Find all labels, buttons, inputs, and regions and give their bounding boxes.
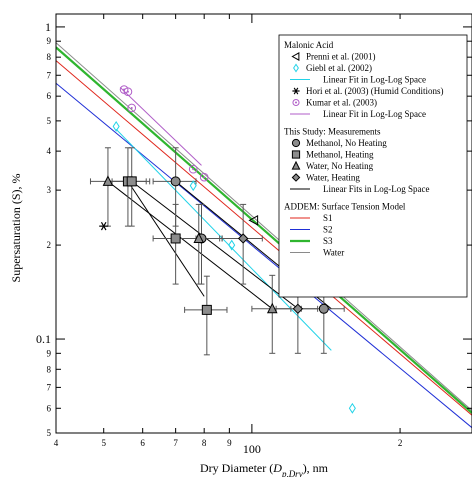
point-giebl-et-al-2002 <box>228 239 236 251</box>
legend-marker <box>293 63 299 73</box>
y-tick-label: 4 <box>47 146 52 156</box>
plot-frame <box>55 13 472 434</box>
legend-label: Kumar et al. (2003) <box>306 98 377 108</box>
x-tick-label: 7 <box>173 438 178 448</box>
legend-label: Linear Fit in Log-Log Space <box>323 75 426 85</box>
y-tick-label: 0.1 <box>36 332 51 346</box>
point-methanol-heating <box>126 176 137 187</box>
legend-label: Linear Fits in Log-Log Space <box>323 184 429 194</box>
legend-label: Water <box>323 248 344 258</box>
y-tick-label: 7 <box>47 70 52 80</box>
point-water-heating <box>292 303 304 315</box>
point-kumar-et-al-2003 <box>199 172 209 182</box>
legend-marker <box>292 98 300 107</box>
y-tick-label: 9 <box>47 36 52 46</box>
legend-label: Methanol, Heating <box>306 150 374 160</box>
point-giebl-et-al-2002 <box>189 180 197 192</box>
y-axis-label: Supersaturation (S), % <box>9 174 23 283</box>
point-methanol-heating <box>170 233 181 244</box>
x-tick-label: 6 <box>140 438 145 448</box>
point-prenni-et-al-2001 <box>248 215 259 226</box>
legend-label: S1 <box>323 213 333 223</box>
point-methanol-no-heating <box>318 303 329 314</box>
x-tick-label: 2 <box>398 438 403 448</box>
point-water-no-heating <box>266 302 278 314</box>
y-tick-label: 8 <box>47 52 52 62</box>
legend-marker <box>291 173 301 182</box>
x-tick-label: 4 <box>54 438 59 448</box>
legend-marker <box>291 150 301 159</box>
y-tick-label: 8 <box>47 364 52 374</box>
y-tick-label: 2 <box>47 240 52 250</box>
legend-label: Linear Fit in Log-Log Space <box>323 109 426 119</box>
point-water-heating <box>237 233 249 244</box>
point-methanol-no-heating <box>170 176 181 187</box>
model-line-s1 <box>56 60 472 416</box>
data-points <box>99 85 356 414</box>
point-water-no-heating <box>193 232 205 243</box>
legend-label: Water, No Heating <box>306 161 374 171</box>
point-methanol-heating <box>201 304 212 315</box>
x-tick-label: 8 <box>202 438 207 448</box>
y-tick-label: 3 <box>47 185 52 195</box>
point-kumar-et-al-2003 <box>127 103 137 113</box>
legend-label: Water, Heating <box>306 173 360 183</box>
x-axis-label: Dry Diameter (Dp,Dry), nm <box>200 461 329 477</box>
point-giebl-et-al-2002 <box>112 120 120 132</box>
model-line-s3 <box>56 46 472 414</box>
legend-label: Giebl et al. (2002) <box>306 63 372 73</box>
y-tick-label: 5 <box>47 116 52 126</box>
x-tick-label: 100 <box>243 442 261 456</box>
fit-line <box>115 128 332 351</box>
y-tick-label: 5 <box>47 428 52 438</box>
y-tick-label: 9 <box>47 348 52 358</box>
legend-header: ADDEM: Surface Tension Model <box>284 202 406 212</box>
y-tick-label: 6 <box>47 403 52 413</box>
point-kumar-et-al-2003 <box>188 164 198 174</box>
legend-marker <box>291 160 301 170</box>
fit-line <box>119 87 202 166</box>
legend-label: Hori et al. (2003) (Humid Conditions) <box>306 86 443 96</box>
legend-box <box>278 34 468 298</box>
point-giebl-et-al-2002 <box>348 402 356 414</box>
legend-marker <box>291 138 301 148</box>
fit-line <box>107 180 273 310</box>
point-kumar-et-al-2003 <box>123 87 133 97</box>
legend-label: Methanol, No Heating <box>306 138 387 148</box>
model-lines <box>56 42 472 429</box>
legend-header: This Study: Measurements <box>284 127 381 137</box>
model-line-water <box>56 42 472 411</box>
y-tick-label: 7 <box>47 382 52 392</box>
x-tick-label: 5 <box>101 438 106 448</box>
legend-header: Malonic Acid <box>284 40 334 50</box>
y-tick-label: 1 <box>45 20 51 34</box>
fit-line <box>131 180 300 311</box>
legend-marker <box>291 52 300 61</box>
legend: Malonic Acid Prenni et al. (2001)Giebl et… <box>278 34 468 298</box>
legend-label: S3 <box>323 236 333 246</box>
model-line-s2 <box>56 82 472 429</box>
x-tick-label: 9 <box>227 438 232 448</box>
point-water-no-heating <box>102 175 114 186</box>
y-tick-label: 6 <box>47 91 52 101</box>
legend-label: S2 <box>323 225 333 235</box>
legend-label: Prenni et al. (2001) <box>306 52 375 62</box>
point-hori-et-al-2003-humid-conditions <box>99 221 109 231</box>
legend-marker <box>292 87 300 95</box>
